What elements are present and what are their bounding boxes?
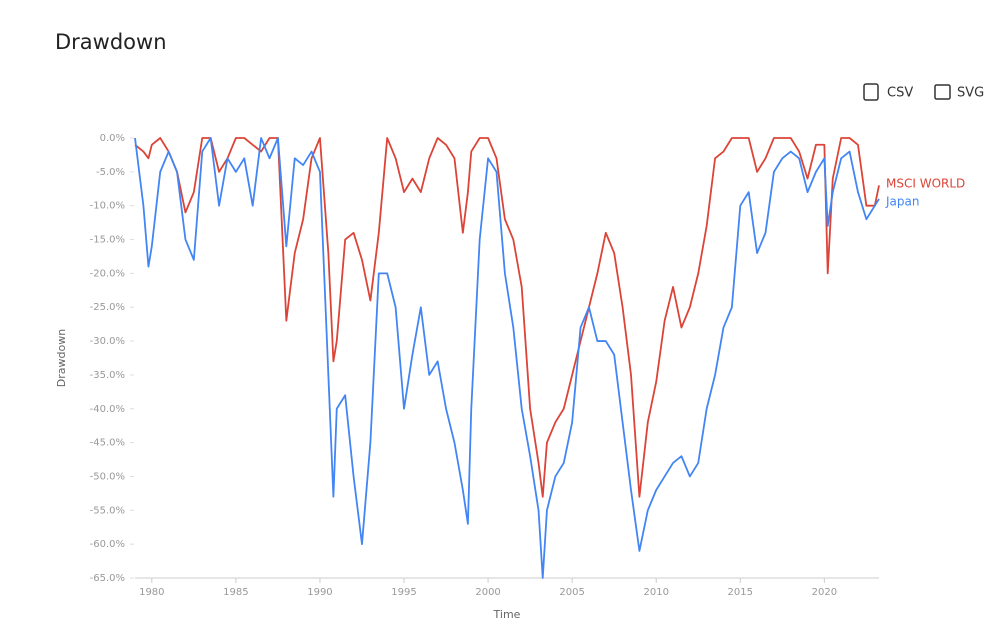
y-tick-label: -10.0% bbox=[90, 201, 125, 212]
series-line bbox=[134, 137, 880, 579]
y-tick-label: -55.0% bbox=[90, 505, 125, 516]
y-tick-label: -65.0% bbox=[90, 573, 125, 584]
x-tick-label: 1985 bbox=[223, 587, 248, 598]
csv-icon bbox=[863, 83, 879, 101]
y-tick-label: -40.0% bbox=[90, 404, 125, 415]
y-axis-label: Drawdown bbox=[55, 329, 68, 387]
x-tick-label: 2005 bbox=[559, 587, 584, 598]
y-tick-label: -15.0% bbox=[90, 235, 125, 246]
y-tick-label: -35.0% bbox=[90, 370, 125, 381]
legend-label: MSCI WORLD bbox=[886, 177, 965, 191]
x-tick-label: 2000 bbox=[475, 587, 500, 598]
x-tick-label: 1995 bbox=[391, 587, 416, 598]
y-tick-label: -45.0% bbox=[90, 438, 125, 449]
x-tick-label: 2010 bbox=[643, 587, 668, 598]
x-tick-label: 2020 bbox=[812, 587, 837, 598]
svg-button[interactable]: SVG bbox=[934, 84, 984, 101]
y-tick-label: -60.0% bbox=[90, 539, 125, 550]
y-tick-label: -20.0% bbox=[90, 268, 125, 279]
y-tick-label: -30.0% bbox=[90, 336, 125, 347]
x-tick-label: 1990 bbox=[307, 587, 332, 598]
x-axis-label: Time bbox=[493, 608, 521, 621]
svg-label: SVG bbox=[957, 86, 984, 101]
x-tick-label: 1980 bbox=[139, 587, 164, 598]
y-tick-label: -50.0% bbox=[90, 471, 125, 482]
chart-title: Drawdown bbox=[55, 30, 167, 54]
x-tick-label: 2015 bbox=[728, 587, 753, 598]
y-tick-label: -5.0% bbox=[96, 167, 125, 178]
series-line bbox=[134, 137, 880, 498]
y-tick-label: -25.0% bbox=[90, 302, 125, 313]
csv-button[interactable]: CSV bbox=[863, 83, 913, 101]
csv-label: CSV bbox=[887, 86, 913, 101]
svg-icon bbox=[934, 84, 951, 100]
y-tick-label: 0.0% bbox=[100, 133, 125, 144]
legend-label: Japan bbox=[885, 195, 919, 209]
